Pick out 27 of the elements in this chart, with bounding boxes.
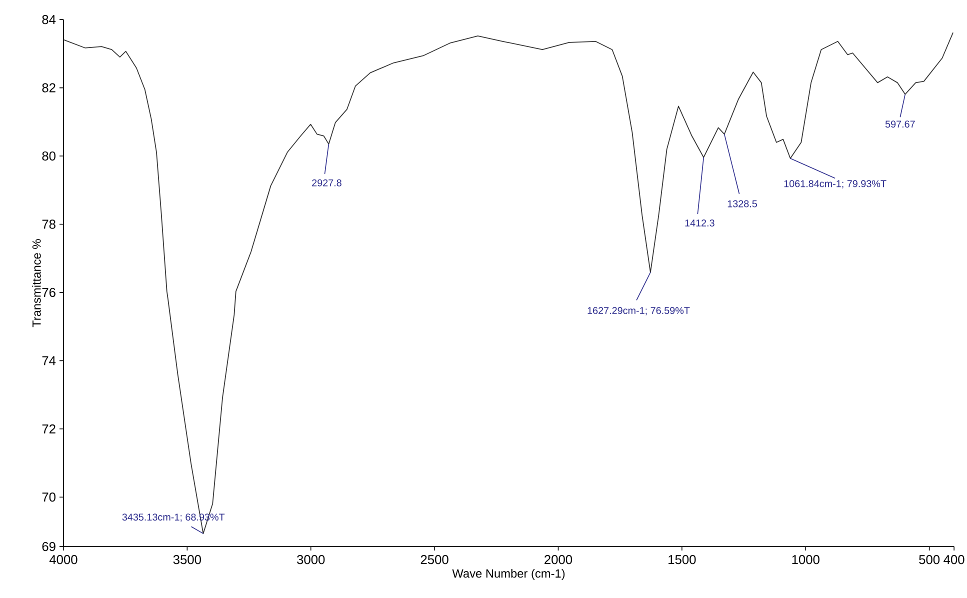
y-tick-label: 72 [42,424,56,434]
x-tick-label: 3500 [173,555,201,564]
annotation: 1061.84cm-1; 79.93%T [784,180,886,189]
y-tick-label: 80 [42,152,56,161]
x-tick-label: 2000 [544,555,572,564]
annotation: 2927.8 [312,180,342,187]
y-tick-label: 70 [42,492,56,502]
x-axis-title: Wave Number (cm-1) [452,569,565,580]
annotation: 597.67 [885,120,915,128]
y-tick-label: 69 [42,542,56,552]
x-tick-label: 400 [944,555,964,564]
y-tick-label: 76 [42,288,56,298]
y-tick-label: 78 [42,220,56,230]
y-tick-label: 84 [42,15,56,24]
x-tick-label: 1000 [792,555,820,564]
y-axis-title: Transmittance % [32,239,41,328]
x-tick-label: 2500 [420,555,448,564]
line-series [63,32,954,534]
annotation: 1328.5 [728,200,757,208]
annotation: 1627.29cm-1; 76.59%T [588,307,690,316]
y-tick-label: 74 [42,356,56,366]
x-tick-label: 3000 [297,555,325,564]
y-tick-label: 82 [42,83,56,93]
x-tick-label: 4000 [49,555,78,564]
x-tick-label: 1500 [668,555,696,564]
annotation: 1412.3 [685,220,714,227]
x-tick-label: 500 [919,555,940,564]
